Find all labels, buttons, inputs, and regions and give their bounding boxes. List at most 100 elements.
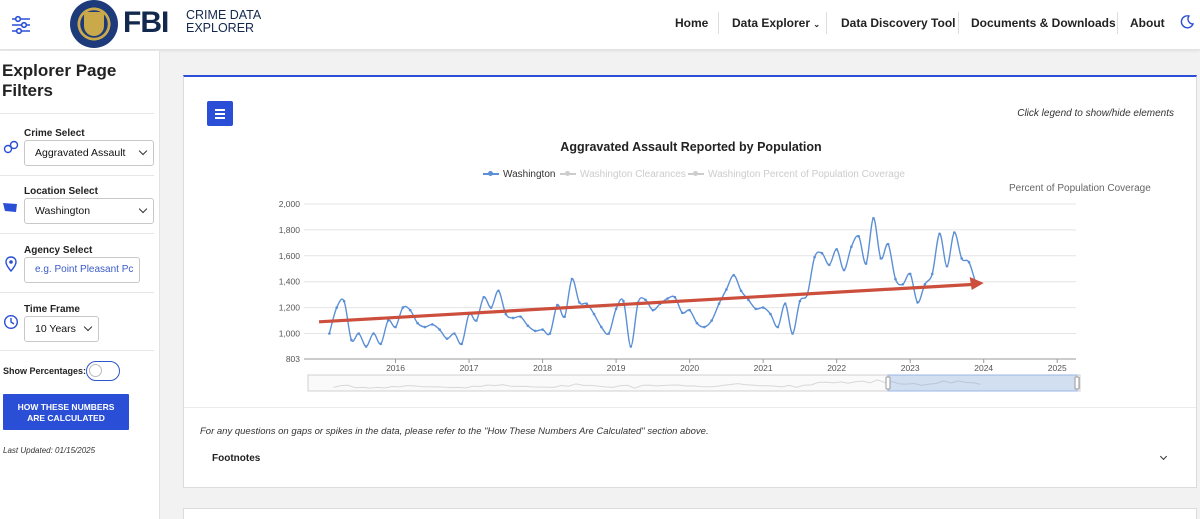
legend-washington[interactable]: Washington	[483, 169, 555, 180]
navigator-line	[333, 379, 981, 389]
show-percentages-toggle[interactable]	[86, 361, 120, 381]
data-point	[364, 345, 368, 348]
sidebar-divider	[0, 113, 154, 114]
data-point	[342, 299, 346, 303]
trend-arrow-shaft	[318, 282, 972, 324]
data-point	[445, 337, 449, 340]
agency-search-input[interactable]: e.g. Point Pleasant Pc	[24, 257, 140, 283]
nav-documents-downloads[interactable]: Documents & Downloads	[971, 16, 1116, 30]
time-frame-value: 10 Years	[35, 323, 76, 335]
chevron-down-icon[interactable]	[1159, 452, 1168, 461]
y-tick-label: 2,000	[279, 199, 301, 209]
data-point	[688, 308, 691, 312]
sidebar-divider	[0, 292, 154, 293]
chevron-down-icon: ⌄	[813, 20, 821, 29]
nav-home[interactable]: Home	[675, 16, 709, 30]
data-point	[791, 332, 794, 335]
moon-icon[interactable]	[1180, 15, 1194, 29]
x-tick-label: 2025	[1048, 363, 1067, 373]
nav-data-explorer[interactable]: Data Explorer ⌄	[732, 16, 820, 30]
legend-line-icon	[483, 169, 499, 179]
sliders-icon[interactable]	[10, 13, 32, 35]
data-point	[622, 299, 625, 303]
data-point	[541, 328, 544, 331]
sidebar-title: Explorer Page Filters	[2, 61, 116, 101]
data-point	[460, 342, 463, 346]
y-tick-label: 1,000	[279, 328, 301, 338]
logo-subtitle[interactable]: CRIME DATA EXPLORER	[186, 9, 261, 35]
data-point	[482, 295, 486, 299]
legend-coverage-label: Washington Percent of Population Coverag…	[708, 169, 905, 180]
data-point	[754, 307, 758, 311]
line-chart[interactable]: 2,000 1,800 1,600 1,400 1,200 1,000 803 2016 201…	[184, 187, 1196, 397]
data-point	[828, 263, 831, 267]
how-button-line2: ARE CALCULATED	[27, 413, 105, 423]
data-point	[695, 321, 699, 325]
legend-line-icon	[560, 169, 576, 179]
data-point	[629, 345, 633, 348]
agency-select-label: Agency Select	[24, 245, 93, 256]
fbi-seal-icon[interactable]	[70, 0, 118, 48]
data-point	[416, 321, 419, 325]
data-point	[519, 315, 522, 318]
x-tick-label: 2021	[754, 363, 773, 373]
data-point	[430, 323, 434, 326]
nav-data-explorer-label: Data Explorer	[732, 16, 811, 30]
nav-divider	[958, 12, 959, 34]
legend-hint: Click legend to show/hide elements	[1017, 108, 1174, 119]
location-select-label: Location Select	[24, 186, 98, 197]
last-updated-text: Last Updated: 01/15/2025	[3, 446, 96, 455]
data-point	[725, 288, 728, 291]
nav-divider	[718, 12, 719, 34]
navigator-handle-right[interactable]	[1074, 376, 1080, 390]
data-point	[901, 282, 905, 286]
location-select-value: Washington	[35, 205, 91, 217]
legend-clearances-label: Washington Clearances	[580, 169, 686, 180]
y-tick-label: 1,800	[279, 225, 301, 235]
data-point	[350, 338, 353, 342]
nav-data-discovery-tool[interactable]: Data Discovery Tool	[841, 16, 956, 30]
data-point	[651, 308, 655, 312]
handcuffs-icon	[3, 140, 19, 154]
location-select[interactable]: Washington	[24, 198, 154, 224]
x-tick-label: 2017	[460, 363, 479, 373]
nav-about[interactable]: About	[1130, 16, 1165, 30]
state-map-icon	[3, 203, 17, 212]
crime-select[interactable]: Aggravated Assault	[24, 140, 154, 166]
chart-title: Aggravated Assault Reported by Populatio…	[560, 140, 822, 154]
y-tick-label: 1,200	[279, 303, 301, 313]
footnotes-toggle[interactable]: Footnotes	[212, 453, 261, 464]
data-point	[570, 277, 574, 281]
navigator-selection	[887, 374, 1078, 392]
data-point	[879, 257, 883, 260]
chevron-down-icon	[138, 204, 148, 214]
chart-card: Click legend to show/hide elements Aggra…	[183, 75, 1197, 488]
y-tick-label: 1,600	[279, 251, 301, 261]
data-point	[585, 302, 588, 306]
legend-washington-clearances[interactable]: Washington Clearances	[560, 169, 686, 180]
data-point	[335, 306, 339, 309]
chevron-down-icon	[138, 146, 148, 156]
x-tick-label: 2024	[974, 363, 993, 373]
data-point	[592, 312, 596, 316]
legend-washington-coverage[interactable]: Washington Percent of Population Coverag…	[688, 169, 905, 180]
data-point	[864, 262, 868, 265]
how-numbers-calculated-button[interactable]: HOW THESE NUMBERS ARE CALCULATED	[3, 394, 129, 430]
data-point	[953, 231, 956, 234]
data-point	[497, 289, 500, 293]
next-card	[183, 508, 1197, 519]
data-gaps-note: For any questions on gaps or spikes in t…	[200, 426, 709, 437]
time-frame-select[interactable]: 10 Years	[24, 316, 99, 342]
chart-menu-button[interactable]	[207, 101, 233, 126]
logo-subtitle-line2: EXPLORER	[186, 21, 255, 35]
data-point	[511, 316, 515, 320]
logo-fbi[interactable]: FBI	[123, 6, 169, 39]
x-tick-label: 2023	[901, 363, 920, 373]
data-point	[813, 255, 816, 259]
data-point	[930, 272, 934, 276]
data-point	[475, 319, 478, 322]
data-point	[401, 306, 405, 309]
data-point	[607, 332, 611, 335]
show-percentages-label: Show Percentages:	[3, 366, 87, 376]
navigator-handle-left[interactable]	[885, 376, 891, 390]
